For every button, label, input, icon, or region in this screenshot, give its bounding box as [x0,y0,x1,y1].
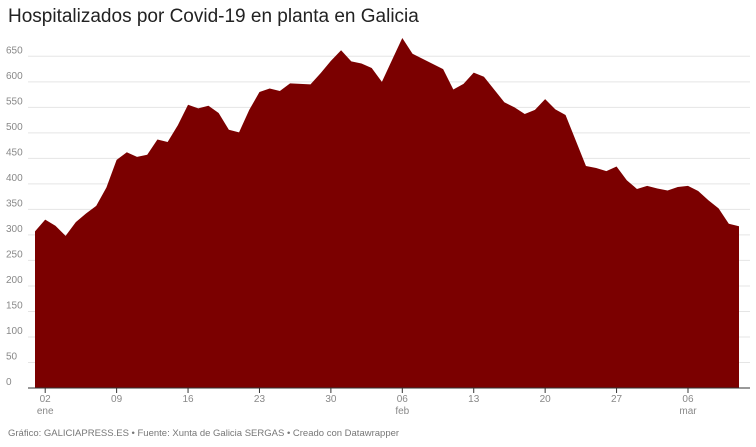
x-tick-label: 27 [611,394,623,405]
x-tick-sublabel: ene [37,406,54,417]
x-tick-label: 13 [468,394,480,405]
x-tick-label: 16 [182,394,194,405]
y-tick-label: 0 [6,377,12,388]
y-tick-label: 250 [6,249,23,260]
chart-footer: Gráfico: GALICIAPRESS.ES • Fuente: Xunta… [8,428,400,439]
y-tick-label: 500 [6,122,23,133]
hospitalizados-area [35,37,739,388]
chart-title: Hospitalizados por Covid-19 en planta en… [8,6,419,27]
x-tick-label: 06 [682,394,694,405]
area-series [35,37,739,388]
y-tick-label: 350 [6,198,23,209]
y-tick-label: 650 [6,45,23,56]
x-tick-label: 09 [111,394,123,405]
y-tick-label: 300 [6,224,23,235]
x-tick-sublabel: mar [679,406,697,417]
x-tick-label: 30 [325,394,337,405]
y-tick-label: 600 [6,71,23,82]
y-tick-label: 150 [6,300,23,311]
x-tick-label: 23 [254,394,266,405]
y-tick-label: 550 [6,96,23,107]
axes: 0 50 100 150 200 250 300 350 400 450 500 550 600 650 0… [6,45,750,417]
y-tick-label: 100 [6,326,23,337]
x-tick-label: 02 [40,394,52,405]
y-tick-label: 400 [6,173,23,184]
y-tick-label: 50 [6,351,18,362]
x-tick-label: 20 [540,394,552,405]
x-tick-sublabel: feb [395,406,409,417]
y-tick-label: 200 [6,275,23,286]
y-tick-label: 450 [6,147,23,158]
x-tick-label: 06 [397,394,409,405]
